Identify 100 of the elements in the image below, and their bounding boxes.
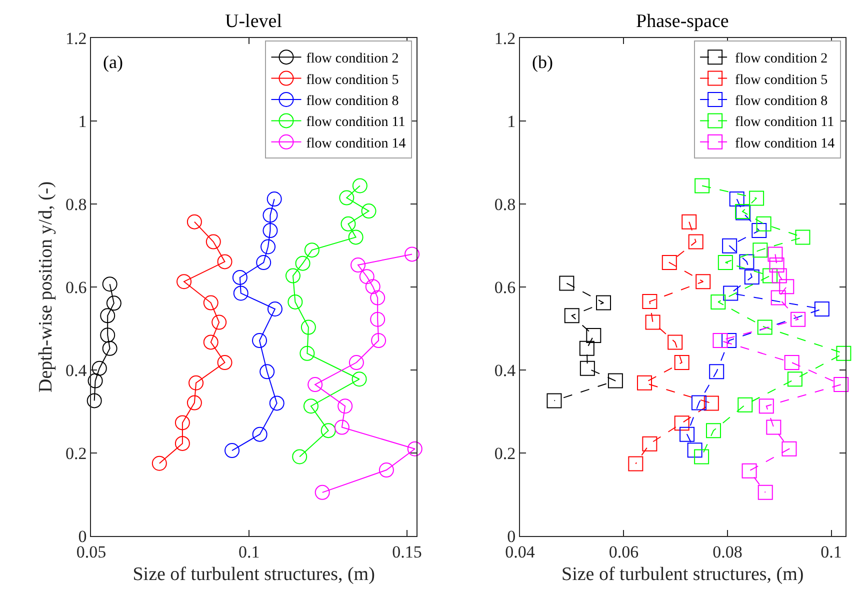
point — [102, 340, 118, 356]
x-tick-label: 0.06 — [608, 542, 639, 562]
point — [758, 484, 773, 500]
point — [642, 436, 658, 452]
legend-label: flow condition 5 — [306, 72, 399, 88]
point — [304, 242, 320, 258]
point — [688, 234, 704, 250]
point — [757, 320, 772, 335]
point — [752, 242, 768, 258]
point — [628, 456, 644, 472]
point — [674, 355, 690, 370]
legend-label: flow condition 14 — [306, 136, 406, 152]
point — [762, 268, 778, 284]
y-tick-label: 0.4 — [494, 360, 516, 380]
point — [729, 192, 744, 207]
x-tick-label: 0.15 — [392, 542, 422, 562]
point — [256, 255, 272, 270]
point — [742, 463, 757, 478]
point — [769, 258, 784, 273]
x-axis-title: Size of turbulent structures, (m) — [132, 564, 375, 586]
point — [267, 302, 282, 316]
point — [361, 204, 376, 219]
point — [580, 360, 595, 376]
point — [586, 328, 602, 344]
point — [252, 333, 268, 348]
point — [768, 246, 783, 262]
point — [370, 290, 386, 306]
legend-label: flow condition 14 — [735, 136, 835, 152]
point — [348, 355, 364, 370]
point — [260, 364, 275, 380]
point — [269, 396, 284, 411]
y-tick-label: 0.8 — [66, 194, 87, 214]
point — [766, 420, 782, 435]
point — [834, 377, 849, 392]
point — [782, 441, 797, 456]
point — [340, 216, 356, 232]
point — [691, 395, 706, 410]
point — [350, 258, 366, 273]
point — [770, 290, 786, 306]
point — [371, 333, 386, 348]
y-tick-label: 0.6 — [66, 278, 87, 297]
point — [266, 192, 282, 207]
point — [758, 398, 774, 414]
point — [784, 355, 800, 370]
legend-label: flow condition 2 — [735, 52, 828, 67]
point — [668, 334, 683, 350]
point — [772, 268, 787, 284]
point — [696, 274, 711, 290]
point — [662, 255, 677, 270]
point — [88, 373, 103, 388]
point — [744, 270, 760, 285]
point — [295, 256, 310, 271]
point — [288, 294, 303, 310]
annotation: (a) — [103, 52, 123, 72]
point — [352, 372, 367, 387]
point — [370, 312, 386, 327]
y-tick-label: 1.2 — [66, 28, 87, 48]
point — [722, 238, 738, 254]
x-tick-label: 0.1 — [238, 542, 260, 562]
legend-label: flow condition 11 — [735, 115, 834, 130]
point — [749, 190, 764, 206]
point — [203, 334, 218, 350]
point — [738, 397, 753, 412]
x-tick-label: 0.1 — [820, 542, 842, 562]
legend-label: flow condition 5 — [735, 72, 828, 88]
point — [174, 436, 190, 451]
point — [203, 295, 218, 310]
legend-label: flow condition 8 — [735, 94, 828, 109]
y-tick-label: 1 — [507, 112, 516, 131]
point — [300, 346, 315, 361]
y-axis-title: Depth-wise position y/d, (-) — [35, 181, 56, 393]
chart-title: U-level — [225, 11, 282, 32]
point — [100, 308, 116, 324]
point — [314, 484, 330, 500]
point — [596, 295, 612, 310]
point — [814, 302, 830, 316]
legend-label: flow condition 11 — [306, 115, 406, 130]
point — [339, 190, 354, 206]
point — [687, 442, 702, 458]
point — [642, 294, 658, 310]
point — [709, 364, 724, 380]
point — [674, 416, 690, 431]
point — [682, 214, 697, 230]
point — [564, 308, 580, 324]
point — [722, 333, 737, 348]
point — [334, 420, 350, 435]
legend-label: flow condition 8 — [306, 94, 399, 109]
point — [217, 355, 232, 370]
point — [260, 239, 276, 254]
point — [217, 254, 232, 270]
chart-title: Phase-space — [636, 11, 729, 32]
point — [712, 333, 728, 348]
point — [303, 398, 318, 414]
point — [704, 396, 719, 411]
point — [174, 415, 190, 430]
point — [233, 286, 248, 301]
point — [723, 286, 738, 301]
point — [680, 426, 695, 442]
y-tick-label: 1 — [78, 112, 87, 131]
point — [262, 208, 278, 223]
